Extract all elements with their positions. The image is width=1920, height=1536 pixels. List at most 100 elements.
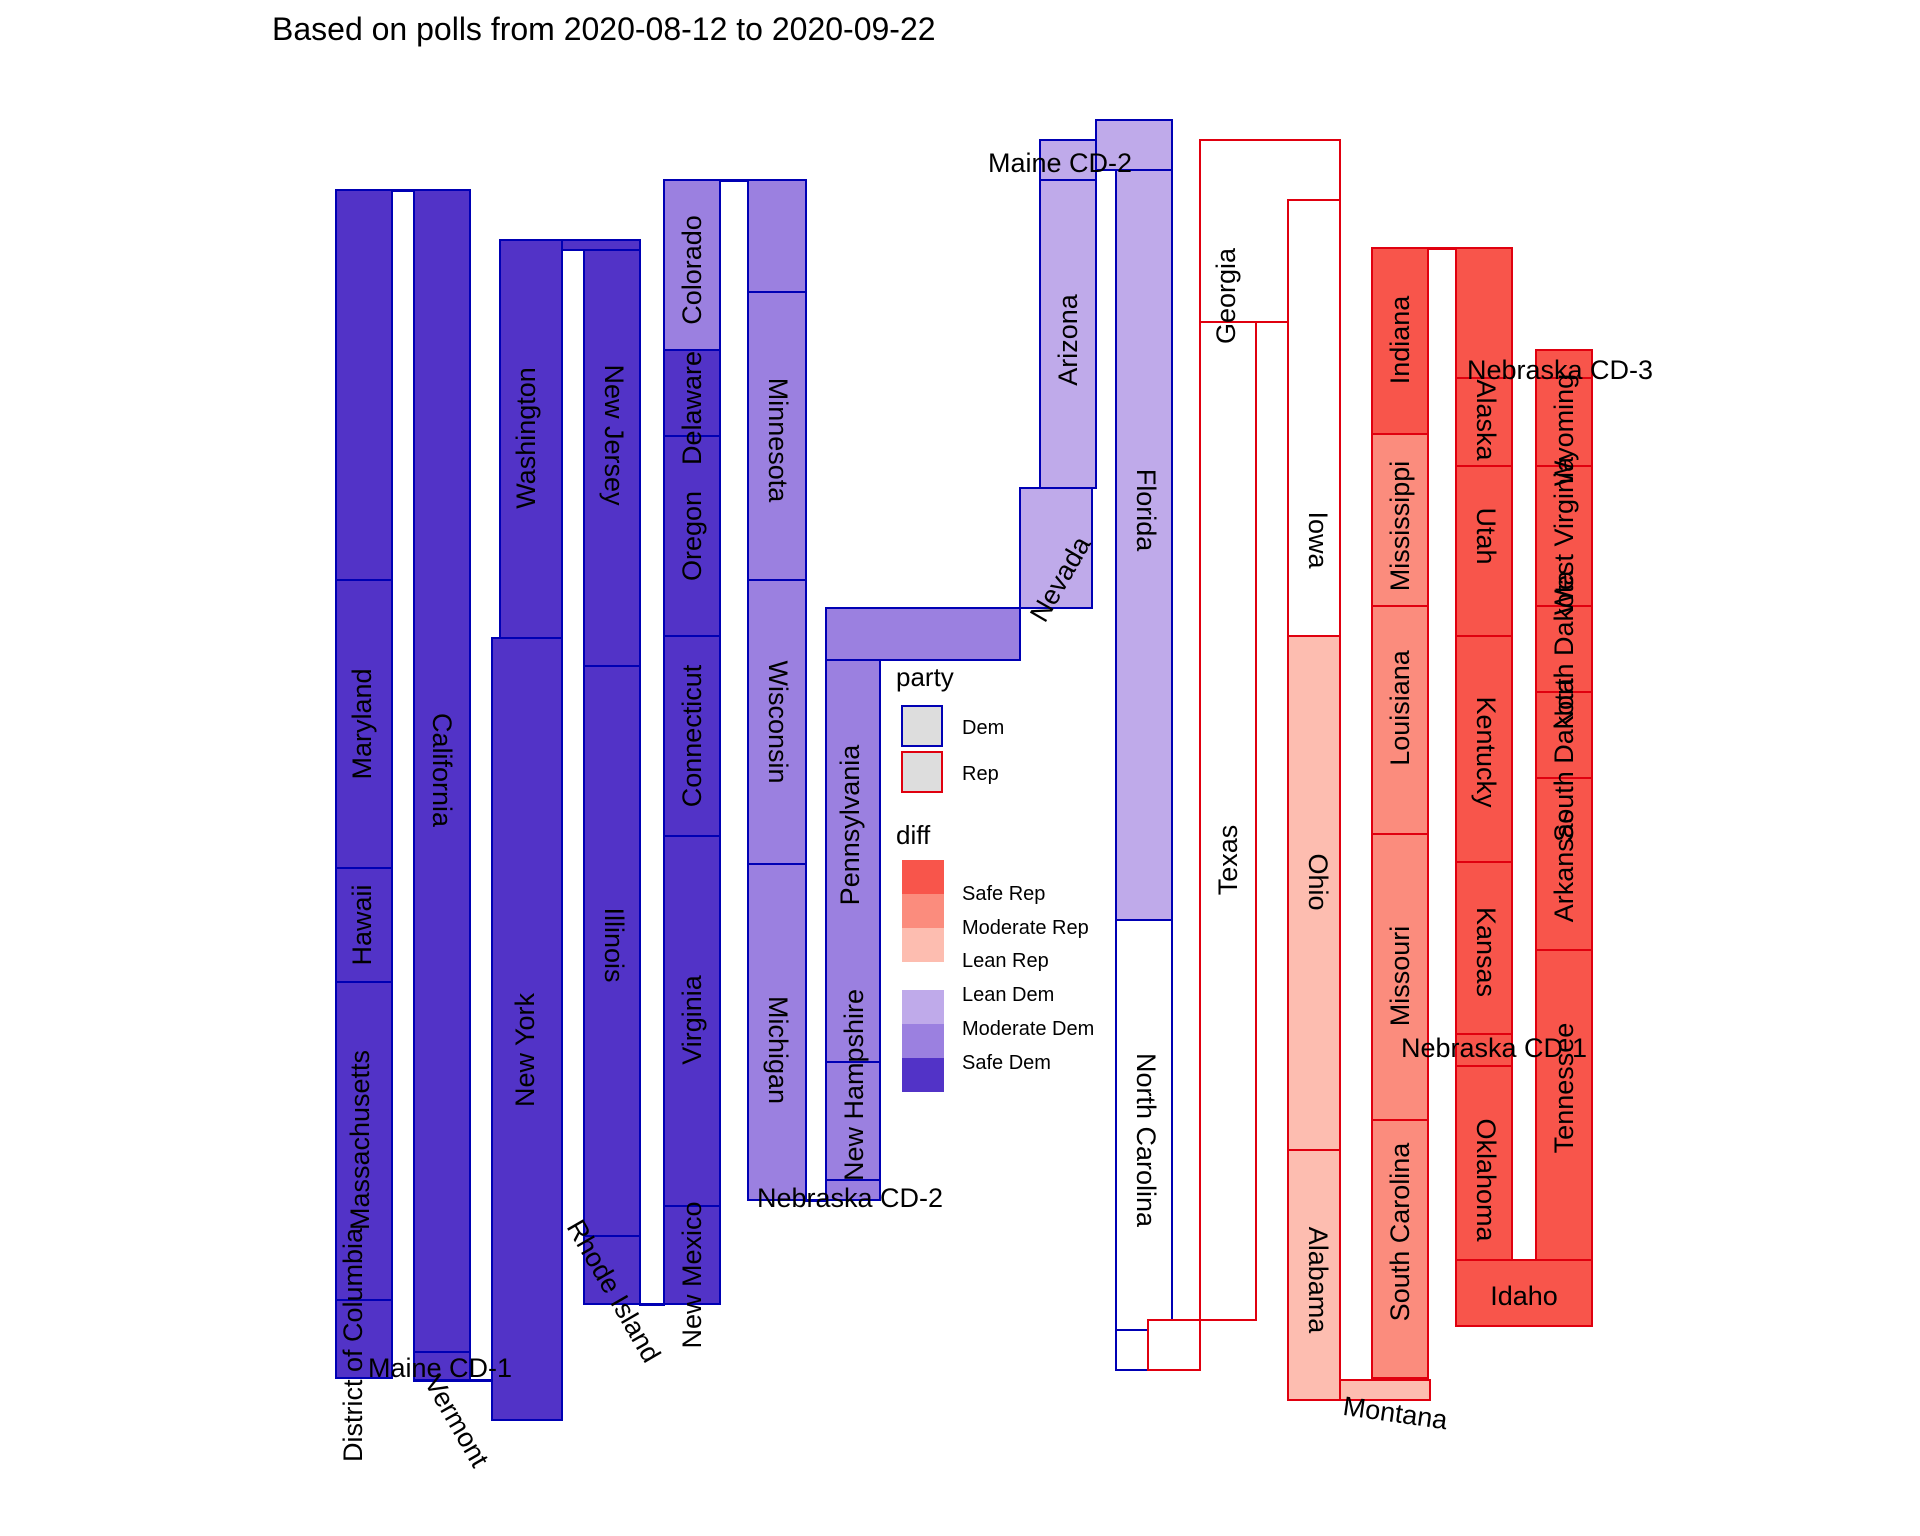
legend-moderate-rep-swatch	[902, 894, 944, 928]
segment-nebraska-cd-3	[1535, 349, 1593, 379]
segment-colorado-0	[663, 179, 721, 351]
legend-moderate-dem: Moderate Dem	[962, 1018, 1094, 1040]
segment-california-0	[335, 189, 393, 581]
segment-west-virginia	[1535, 465, 1593, 607]
label-montana: Montana	[1341, 1391, 1450, 1435]
label-utah: Utah	[1471, 507, 1501, 564]
label-iowa: Iowa	[1303, 511, 1333, 569]
segment-utah	[1455, 465, 1513, 637]
segment-district-of-columbia	[335, 1299, 393, 1379]
label-washington: Washington	[511, 367, 541, 509]
label-wyoming: Wyoming	[1549, 374, 1579, 486]
segment-indiana-2	[1455, 247, 1513, 379]
label-florida: Florida	[1131, 469, 1161, 553]
legend-safe-dem: Safe Dem	[962, 1052, 1051, 1074]
segment-delaware	[663, 349, 721, 437]
legend-safe-rep: Safe Rep	[962, 883, 1045, 905]
label-nebraska-cd-1: Nebraska CD-1	[1401, 1033, 1587, 1063]
segment-south-carolina	[1371, 1119, 1429, 1379]
label-maryland: Maryland	[347, 668, 377, 779]
label-connecticut: Connecticut	[677, 664, 707, 807]
label-new-york: New York	[510, 992, 540, 1107]
segment-nevada	[1019, 487, 1093, 609]
label-nebraska-cd-2: Nebraska CD-2	[757, 1183, 943, 1213]
legend-party-rep-swatch	[901, 751, 943, 793]
label-texas: Texas	[1213, 825, 1243, 896]
segment-new-jersey-1	[583, 249, 641, 667]
legend-diff-title: diff	[896, 820, 931, 850]
label-district-of-columbia: District of Columbia	[338, 1227, 368, 1462]
label-virginia: Virginia	[677, 974, 707, 1065]
label-arkansas: Arkansas	[1549, 810, 1579, 923]
segment-iowa	[1287, 199, 1341, 637]
segment-georgia-0	[1147, 1319, 1201, 1371]
segment-new-york	[491, 637, 563, 1421]
segment-montana	[1339, 1379, 1431, 1401]
segment-virginia	[663, 835, 721, 1207]
label-kentucky: Kentucky	[1471, 696, 1501, 808]
label-maine-cd-1: Maine CD-1	[368, 1353, 512, 1383]
segment-alabama	[1287, 1149, 1341, 1401]
label-california: California	[427, 713, 457, 828]
label-alabama: Alabama	[1303, 1227, 1333, 1335]
segment-texas	[1199, 321, 1257, 1321]
label-illinois: Illinois	[599, 907, 629, 982]
legend-moderate-dem-swatch	[902, 1024, 944, 1058]
label-colorado: Colorado	[677, 215, 707, 325]
label-missouri: Missouri	[1385, 926, 1415, 1027]
label-kansas: Kansas	[1471, 907, 1501, 997]
label-tennessee: Tennessee	[1549, 1023, 1579, 1154]
segment-maryland	[335, 579, 393, 869]
label-delaware: Delaware	[677, 351, 707, 465]
segment-pennsylvania-0	[825, 659, 881, 1063]
legend-safe-rep-swatch	[902, 860, 944, 894]
label-louisiana: Louisiana	[1385, 649, 1415, 766]
label-south-carolina: South Carolina	[1385, 1142, 1415, 1322]
segment-maine-cd-1	[413, 1351, 471, 1381]
label-massachusetts: Massachusetts	[345, 1050, 375, 1230]
segment-wisconsin	[747, 579, 807, 865]
label-oregon: Oregon	[677, 491, 707, 581]
segment-colorado-2	[747, 179, 807, 293]
segment-florida-1	[1115, 169, 1173, 921]
segment-new-hampshire	[825, 1061, 881, 1181]
segment-maine-cd-2	[1039, 139, 1097, 181]
legend-party-dem-swatch	[901, 705, 943, 747]
label-south-dakota: South Dakota	[1549, 677, 1579, 842]
segment-massachusetts	[335, 981, 393, 1301]
segment-pennsylvania-1	[825, 607, 1021, 661]
legend-party-rep: Rep	[962, 763, 999, 785]
legend-lean-rep-swatch	[902, 928, 944, 962]
label-ohio: Ohio	[1303, 853, 1333, 910]
label-maine-cd-2: Maine CD-2	[988, 148, 1132, 178]
label-pennsylvania: Pennsylvania	[835, 744, 865, 906]
segment-illinois	[583, 665, 641, 1237]
label-oklahoma: Oklahoma	[1471, 1118, 1501, 1242]
label-new-mexico: New Mexico	[677, 1201, 707, 1348]
segment-new-mexico	[663, 1205, 721, 1305]
segment-south-dakota	[1535, 691, 1593, 779]
chart-title: Based on polls from 2020-08-12 to 2020-0…	[272, 11, 936, 47]
label-new-hampshire: New Hampshire	[839, 989, 869, 1181]
legend-party-title: party	[896, 662, 954, 692]
label-arizona: Arizona	[1053, 293, 1083, 386]
segment-michigan-0	[747, 863, 807, 1201]
label-minnesota: Minnesota	[763, 378, 793, 504]
segment-kentucky	[1455, 635, 1513, 863]
segment-oklahoma	[1455, 1065, 1513, 1261]
label-michigan: Michigan	[763, 996, 793, 1104]
label-hawaii: Hawaii	[347, 884, 377, 965]
segment-indiana-0	[1371, 247, 1429, 435]
segment-rhode-island-0	[583, 1235, 641, 1305]
legend-lean-dem-swatch	[902, 990, 944, 1024]
legend-lean-dem: Lean Dem	[962, 984, 1054, 1006]
segment-missouri	[1371, 833, 1429, 1121]
segment-new-jersey-0	[561, 239, 641, 251]
segment-mississippi	[1371, 433, 1429, 607]
segment-rhode-island-1	[639, 1303, 665, 1306]
legend-safe-dem-swatch	[902, 1058, 944, 1092]
label-north-carolina: North Carolina	[1131, 1053, 1161, 1228]
label-north-dakota: North Dakota	[1549, 569, 1579, 729]
